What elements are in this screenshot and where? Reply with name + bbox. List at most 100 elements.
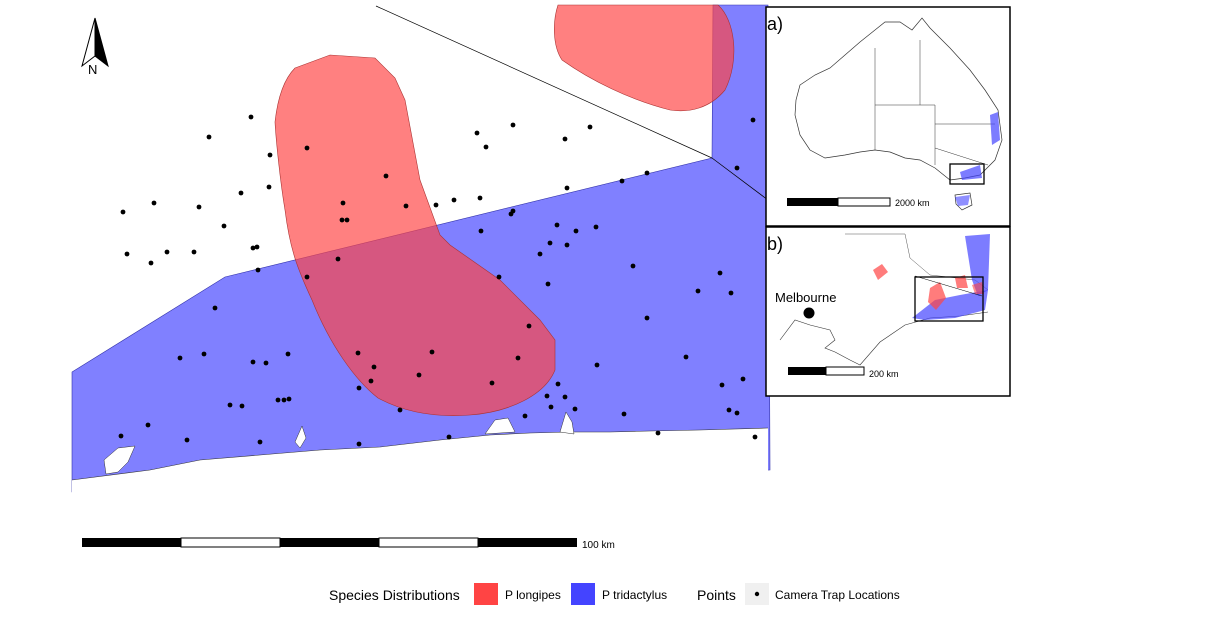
melbourne-point bbox=[803, 307, 815, 319]
camera-trap-point bbox=[483, 144, 489, 150]
inset-b-connector-line bbox=[914, 275, 983, 297]
inset-b-longipes-4 bbox=[972, 282, 984, 294]
camera-trap-point bbox=[554, 222, 560, 228]
camera-trap-point bbox=[148, 260, 154, 266]
camera-trap-point bbox=[227, 402, 233, 408]
camera-trap-point bbox=[496, 274, 502, 280]
camera-trap-point bbox=[429, 349, 435, 355]
camera-trap-point bbox=[184, 437, 190, 443]
inset-b-longipes-1 bbox=[873, 264, 888, 280]
camera-trap-point bbox=[564, 185, 570, 191]
legend-label-p-longipes: P longipes bbox=[505, 588, 561, 602]
state-borders bbox=[874, 40, 995, 166]
camera-trap-point bbox=[555, 381, 561, 387]
main-map: 100 km N bbox=[71, 4, 771, 620]
camera-trap-point bbox=[474, 130, 480, 136]
camera-trap-point bbox=[266, 184, 272, 190]
inset-b-tridactylus-coast bbox=[912, 290, 988, 320]
camera-trap-point bbox=[537, 251, 543, 257]
camera-trap-point bbox=[740, 376, 746, 382]
inset-a-tridactylus-east bbox=[990, 112, 1000, 145]
camera-trap-point bbox=[286, 396, 292, 402]
camera-trap-point bbox=[248, 114, 254, 120]
camera-trap-point bbox=[451, 197, 457, 203]
camera-trap-point bbox=[728, 290, 734, 296]
inset-b: b) Melbourne 200 km bbox=[765, 226, 1011, 397]
camera-trap-point bbox=[508, 211, 514, 217]
camera-trap-point bbox=[281, 397, 287, 403]
camera-trap-point bbox=[177, 355, 183, 361]
main-scale-label: 100 km bbox=[582, 540, 615, 551]
camera-trap-point bbox=[356, 385, 362, 391]
inset-connector-line-top bbox=[375, 5, 713, 159]
inlet-bay bbox=[484, 417, 516, 435]
camera-trap-point bbox=[752, 434, 758, 440]
inlet-middle bbox=[294, 425, 307, 449]
inset-b-scale-label: 200 km bbox=[869, 369, 899, 379]
inset-a-extent-box bbox=[949, 163, 985, 185]
camera-trap-point bbox=[403, 203, 409, 209]
camera-trap-point bbox=[368, 378, 374, 384]
coastline-land bbox=[72, 428, 768, 620]
camera-trap-point bbox=[433, 202, 439, 208]
camera-trap-point bbox=[250, 359, 256, 365]
camera-trap-point bbox=[526, 323, 532, 329]
camera-trap-point bbox=[477, 195, 483, 201]
camera-trap-point bbox=[191, 249, 197, 255]
camera-trap-point bbox=[212, 305, 218, 311]
camera-trap-point bbox=[564, 242, 570, 248]
camera-trap-point bbox=[644, 315, 650, 321]
camera-trap-point bbox=[515, 355, 521, 361]
camera-trap-point bbox=[562, 394, 568, 400]
north-label: N bbox=[88, 62, 97, 77]
camera-trap-points bbox=[118, 114, 758, 447]
camera-trap-point bbox=[717, 270, 723, 276]
camera-trap-point bbox=[263, 360, 269, 366]
camera-trap-point bbox=[573, 228, 579, 234]
legend-swatch-p-longipes bbox=[474, 583, 498, 605]
camera-trap-point bbox=[593, 224, 599, 230]
camera-trap-point bbox=[478, 228, 484, 234]
inset-a-label: a) bbox=[767, 14, 783, 34]
camera-trap-point bbox=[548, 404, 554, 410]
australia-outline bbox=[794, 17, 1003, 181]
camera-trap-point bbox=[118, 433, 124, 439]
camera-trap-point bbox=[545, 281, 551, 287]
legend-points-dot bbox=[754, 591, 760, 597]
camera-trap-point bbox=[356, 441, 362, 447]
inset-a-scale-label: 2000 km bbox=[895, 198, 930, 208]
inset-b-scale-bar: 200 km bbox=[788, 366, 899, 379]
camera-trap-point bbox=[587, 124, 593, 130]
inlet-west bbox=[103, 445, 136, 475]
inset-a: a) 2000 km bbox=[765, 6, 1011, 227]
camera-trap-point bbox=[267, 152, 273, 158]
camera-trap-point bbox=[120, 209, 126, 215]
camera-trap-point bbox=[335, 256, 341, 262]
camera-trap-point bbox=[630, 263, 636, 269]
camera-trap-point bbox=[340, 200, 346, 206]
camera-trap-point bbox=[285, 351, 291, 357]
main-scale-bar: 100 km bbox=[82, 537, 615, 551]
camera-trap-point bbox=[124, 251, 130, 257]
camera-trap-point bbox=[238, 190, 244, 196]
camera-trap-point bbox=[206, 134, 212, 140]
camera-trap-point bbox=[750, 117, 756, 123]
inset-connector-line-side bbox=[711, 157, 769, 201]
camera-trap-point bbox=[239, 403, 245, 409]
camera-trap-point bbox=[250, 245, 256, 251]
inset-a-distribution-se bbox=[960, 165, 982, 180]
camera-trap-point bbox=[383, 173, 389, 179]
legend-distributions-title: Species Distributions bbox=[329, 587, 460, 603]
camera-trap-point bbox=[221, 223, 227, 229]
camera-trap-point bbox=[275, 397, 281, 403]
legend-swatch-p-tridactylus bbox=[571, 583, 595, 605]
camera-trap-point bbox=[510, 122, 516, 128]
camera-trap-point bbox=[355, 350, 361, 356]
legend-label-camera-trap: Camera Trap Locations bbox=[775, 588, 900, 602]
camera-trap-point bbox=[304, 274, 310, 280]
melbourne-label: Melbourne bbox=[775, 290, 836, 305]
camera-trap-point bbox=[726, 407, 732, 413]
camera-trap-point bbox=[734, 410, 740, 416]
camera-trap-point bbox=[547, 240, 553, 246]
camera-trap-point bbox=[734, 165, 740, 171]
